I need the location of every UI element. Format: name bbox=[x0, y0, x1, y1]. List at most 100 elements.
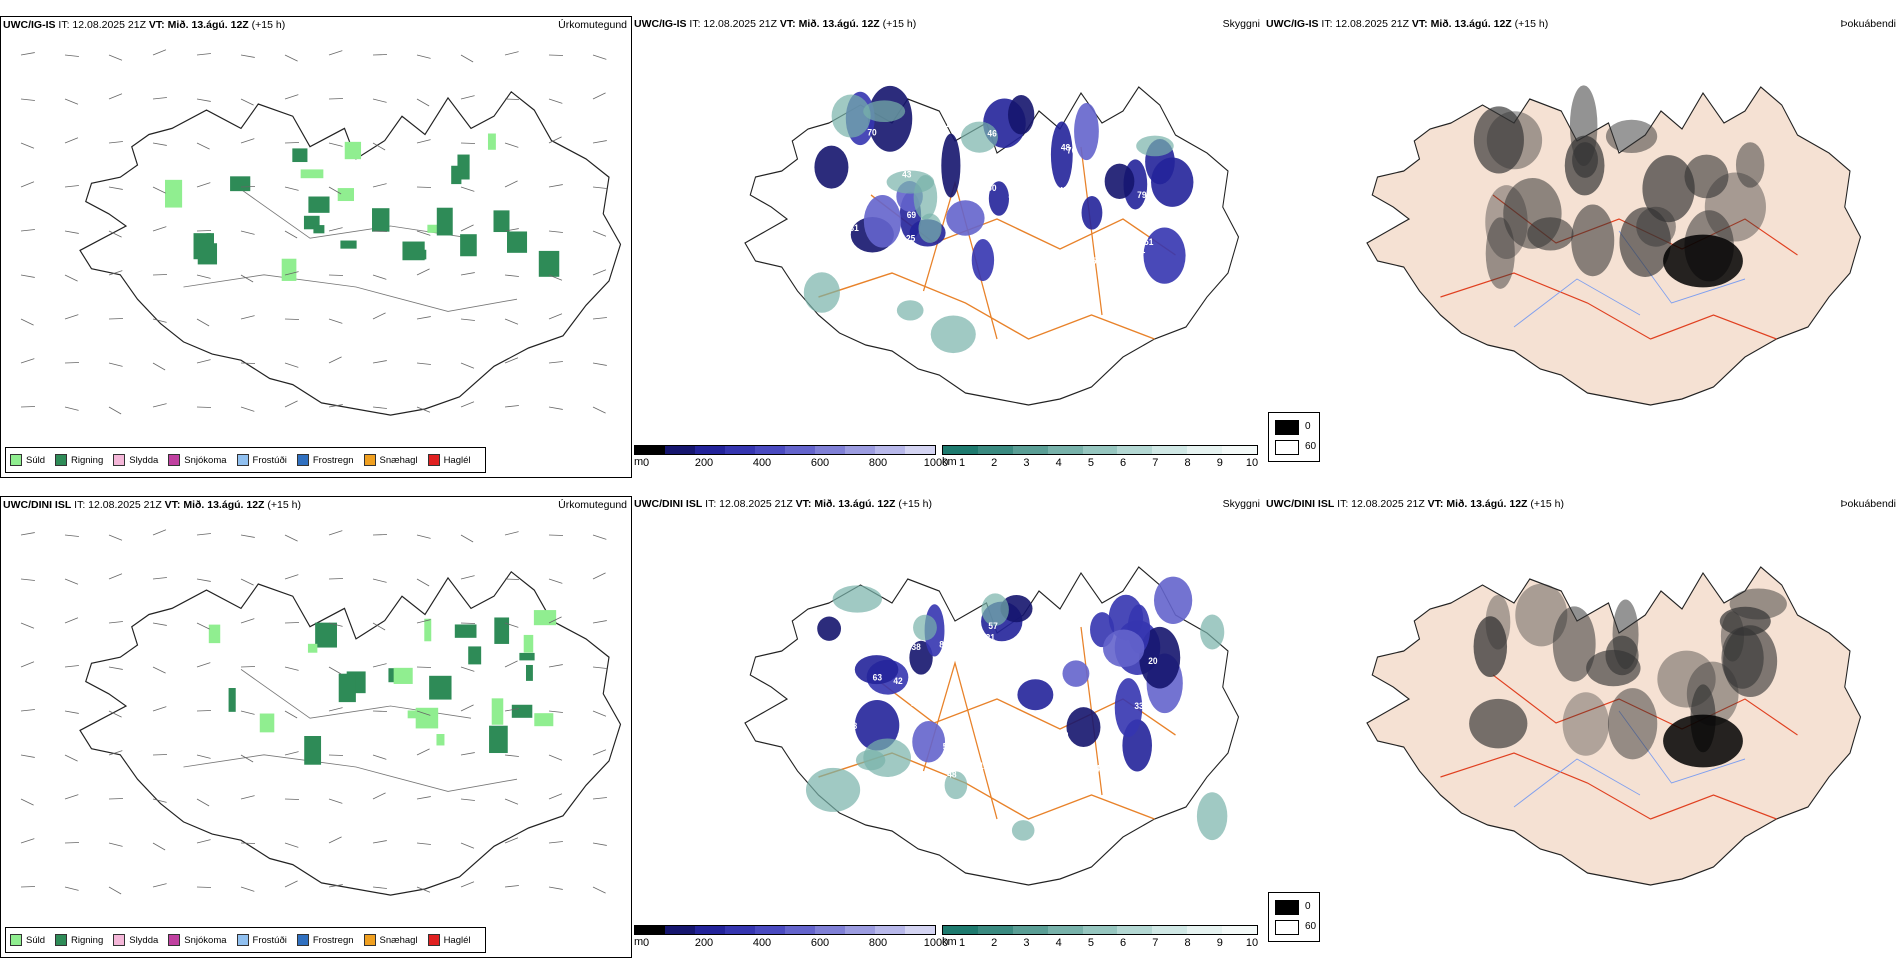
cloud-base-label: 51 bbox=[996, 293, 1005, 304]
low-cloud-area bbox=[1154, 577, 1192, 624]
wind-barb bbox=[65, 231, 79, 233]
wind-barb bbox=[549, 407, 563, 409]
legend-label: Rigning bbox=[71, 455, 103, 466]
colorbar-tick: 600 bbox=[811, 937, 829, 949]
legend-label: Rigning bbox=[71, 935, 103, 946]
colorbar-tick: 3 bbox=[1023, 937, 1029, 949]
wind-barb bbox=[21, 755, 35, 757]
cloud-base-label: 42 bbox=[893, 675, 902, 686]
visibility-area bbox=[913, 615, 937, 641]
wind-barb bbox=[21, 319, 34, 325]
precip-area bbox=[340, 241, 356, 249]
colorbar-tick: 7 bbox=[1152, 937, 1158, 949]
wind-barb bbox=[65, 579, 78, 584]
wind-barb bbox=[21, 799, 34, 805]
fog-area bbox=[1723, 625, 1777, 697]
colorbar-tick: 400 bbox=[753, 457, 771, 469]
precip-area bbox=[308, 644, 317, 653]
precip-area bbox=[526, 665, 533, 681]
wind-barb bbox=[329, 51, 342, 55]
wind-barb bbox=[241, 887, 254, 891]
wind-barb bbox=[65, 795, 78, 799]
fog-area bbox=[1663, 715, 1743, 768]
precip-area bbox=[437, 208, 453, 236]
legend-swatch bbox=[297, 454, 309, 466]
fog-area bbox=[1474, 106, 1524, 173]
cloud-base-label: 69 bbox=[907, 209, 916, 220]
cloud-base-label: 57 bbox=[988, 620, 997, 631]
wind-barb bbox=[21, 143, 34, 148]
legend-swatch bbox=[237, 454, 249, 466]
wind-barb bbox=[65, 755, 78, 761]
cloud-base-label: 47 bbox=[1007, 241, 1016, 252]
legend-item: Frostregn bbox=[297, 454, 354, 466]
wind-barb bbox=[241, 407, 254, 411]
fog-indicator-panel-ig: UWC/IG-IS IT: 12.08.2025 21Z VT: Mið. 13… bbox=[1264, 16, 1900, 478]
colorbar-tick: 4 bbox=[1056, 937, 1062, 949]
fog-area bbox=[1572, 142, 1598, 178]
cloud-base-label: 46 bbox=[987, 128, 996, 139]
legend-swatch bbox=[55, 934, 67, 946]
legend-swatch bbox=[10, 934, 22, 946]
cloud-base-label: 44 bbox=[1095, 763, 1104, 774]
legend-swatch bbox=[364, 454, 376, 466]
wind-barb bbox=[153, 884, 167, 887]
wind-barb bbox=[241, 535, 255, 537]
colorbar-tick: 800 bbox=[869, 937, 887, 949]
wind-barb bbox=[593, 363, 607, 365]
wind-barb bbox=[197, 840, 211, 843]
precip-area bbox=[292, 148, 307, 162]
cloud-base-label: 41 bbox=[850, 694, 859, 705]
wind-barb bbox=[593, 318, 607, 319]
legend-label: Súld bbox=[26, 935, 45, 946]
legend-swatch bbox=[10, 454, 22, 466]
cloud-base-label: 332 bbox=[1134, 700, 1148, 711]
wind-barb bbox=[65, 666, 79, 667]
precip-area bbox=[534, 610, 556, 625]
legend-label: Frostúði bbox=[253, 935, 287, 946]
cloud-base-label: 77 bbox=[910, 698, 919, 709]
precip-area bbox=[492, 698, 504, 724]
wind-barb bbox=[285, 575, 298, 579]
cloud-base-label: 38 bbox=[1104, 279, 1113, 290]
low-cloud-area bbox=[1062, 660, 1089, 686]
wind-barb bbox=[109, 622, 123, 623]
cloud-base-label: 94 bbox=[851, 185, 860, 196]
wind-barb bbox=[109, 94, 122, 99]
visibility-area bbox=[1012, 820, 1035, 841]
colorbar-tick: 4 bbox=[1056, 457, 1062, 469]
wind-barb bbox=[285, 401, 298, 407]
wind-barb bbox=[549, 362, 563, 363]
wind-barb bbox=[21, 839, 34, 843]
precip-area bbox=[230, 176, 250, 191]
wind-barb bbox=[285, 535, 298, 541]
wind-barb bbox=[241, 55, 255, 57]
wind-barb bbox=[593, 621, 607, 623]
fog-area bbox=[1571, 204, 1614, 276]
low-cloud-area bbox=[1074, 103, 1099, 160]
low-cloud-area bbox=[1008, 95, 1034, 134]
precip-area bbox=[260, 714, 275, 733]
low-cloud-area bbox=[1066, 707, 1100, 747]
fog-area bbox=[1684, 155, 1728, 199]
wind-barb bbox=[593, 93, 606, 99]
cloud-base-label: 78 bbox=[991, 762, 1000, 773]
wind-barb bbox=[241, 99, 254, 105]
cloud-base-label: 20 bbox=[1148, 656, 1157, 667]
wind-barb bbox=[549, 842, 563, 843]
precip-area bbox=[308, 197, 329, 213]
legend-swatch bbox=[364, 934, 376, 946]
precip-area bbox=[468, 646, 481, 664]
wind-barb bbox=[593, 55, 606, 59]
fog-area bbox=[1736, 142, 1764, 187]
precip-area bbox=[304, 736, 321, 765]
cloud-base-visibility-panel-dini: UWC/DINI ISL IT: 12.08.2025 21Z VT: Mið.… bbox=[632, 496, 1264, 958]
low-cloud-area bbox=[864, 195, 901, 248]
fog-area bbox=[1486, 595, 1511, 650]
wind-barb bbox=[505, 406, 519, 407]
iceland-cloudbase-map: 4851353842416345445338514857694182787720… bbox=[632, 514, 1264, 914]
precip-area bbox=[534, 713, 553, 726]
